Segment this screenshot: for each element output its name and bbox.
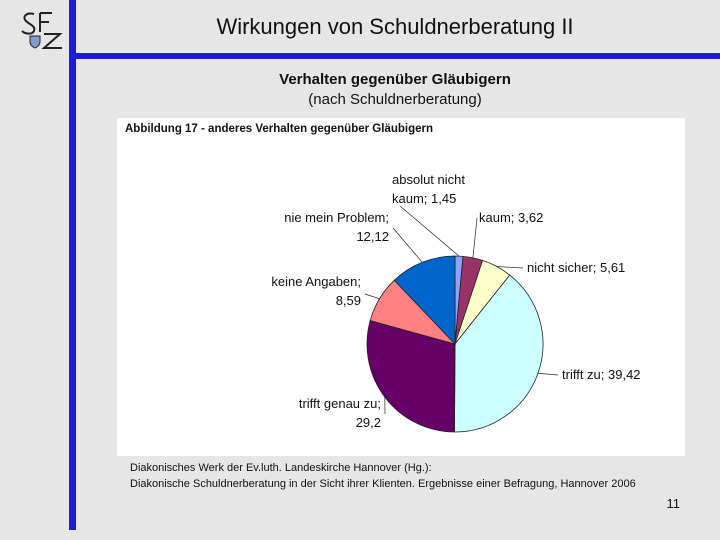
page-number: 11 (666, 496, 681, 511)
source-line-2: Diakonische Schuldnerberatung in der Sic… (130, 478, 636, 490)
slice-labels: absolut nicht kaum; 1,45 kaum; 3,62 nicht s… (271, 172, 640, 430)
leader-line-nie-mein-problem (392, 227, 423, 263)
slide-title: Wirkungen von Schuldnerberatung II (216, 14, 574, 39)
pie-slices (366, 255, 544, 433)
leader-line-keine-angaben (364, 293, 380, 300)
leader-line-kaum (472, 217, 478, 258)
source-line-1: Diakonisches Werk der Ev.luth. Landeskir… (130, 462, 432, 474)
leader-line-absolut-nicht-kaum (399, 205, 460, 257)
leader-line-nicht-sicher (496, 266, 524, 269)
chart-area: Abbildung 17 - anderes Verhalten gegenüb… (117, 118, 685, 456)
pie-slice-trifft-genau-zu (366, 320, 456, 433)
pie-slice-trifft-zu (454, 274, 544, 433)
leader-lines (364, 205, 559, 415)
slice-label-keine-angaben: keine Angaben; 8,59 (271, 274, 361, 308)
slice-label-nie-mein-problem: nie mein Problem; 12,12 (284, 210, 389, 244)
header-accent-bar (69, 53, 720, 59)
pie-chart: Abbildung 17 - anderes Verhalten gegenüb… (125, 123, 641, 433)
left-accent-bar (69, 0, 76, 530)
sfz-logo (21, 12, 63, 49)
slice-label-nicht-sicher: nicht sicher; 5,61 (527, 260, 625, 275)
pie-slice-nie-mein-problem (393, 255, 456, 345)
slice-label-absolut-nicht-kaum: absolut nicht kaum; 1,45 (392, 172, 465, 206)
slice-label-kaum: kaum; 3,62 (479, 210, 543, 225)
subtitle-main: Verhalten gegenüber Gläubigern (279, 71, 511, 88)
slice-label-trifft-zu: trifft zu; 39,42 (562, 367, 641, 382)
chart-title: Abbildung 17 - anderes Verhalten gegenüb… (125, 123, 433, 135)
source-note: Diakonisches Werk der Ev.luth. Landeskir… (130, 460, 710, 492)
leader-line-trifft-zu (537, 372, 559, 376)
chart-subtitle: Verhalten gegenüber Gläubigern (nach Sch… (180, 70, 610, 110)
subtitle-sub: (nach Schuldnerberatung) (308, 91, 482, 108)
slice-label-trifft-genau-zu: trifft genau zu; 29,2 (299, 396, 381, 430)
